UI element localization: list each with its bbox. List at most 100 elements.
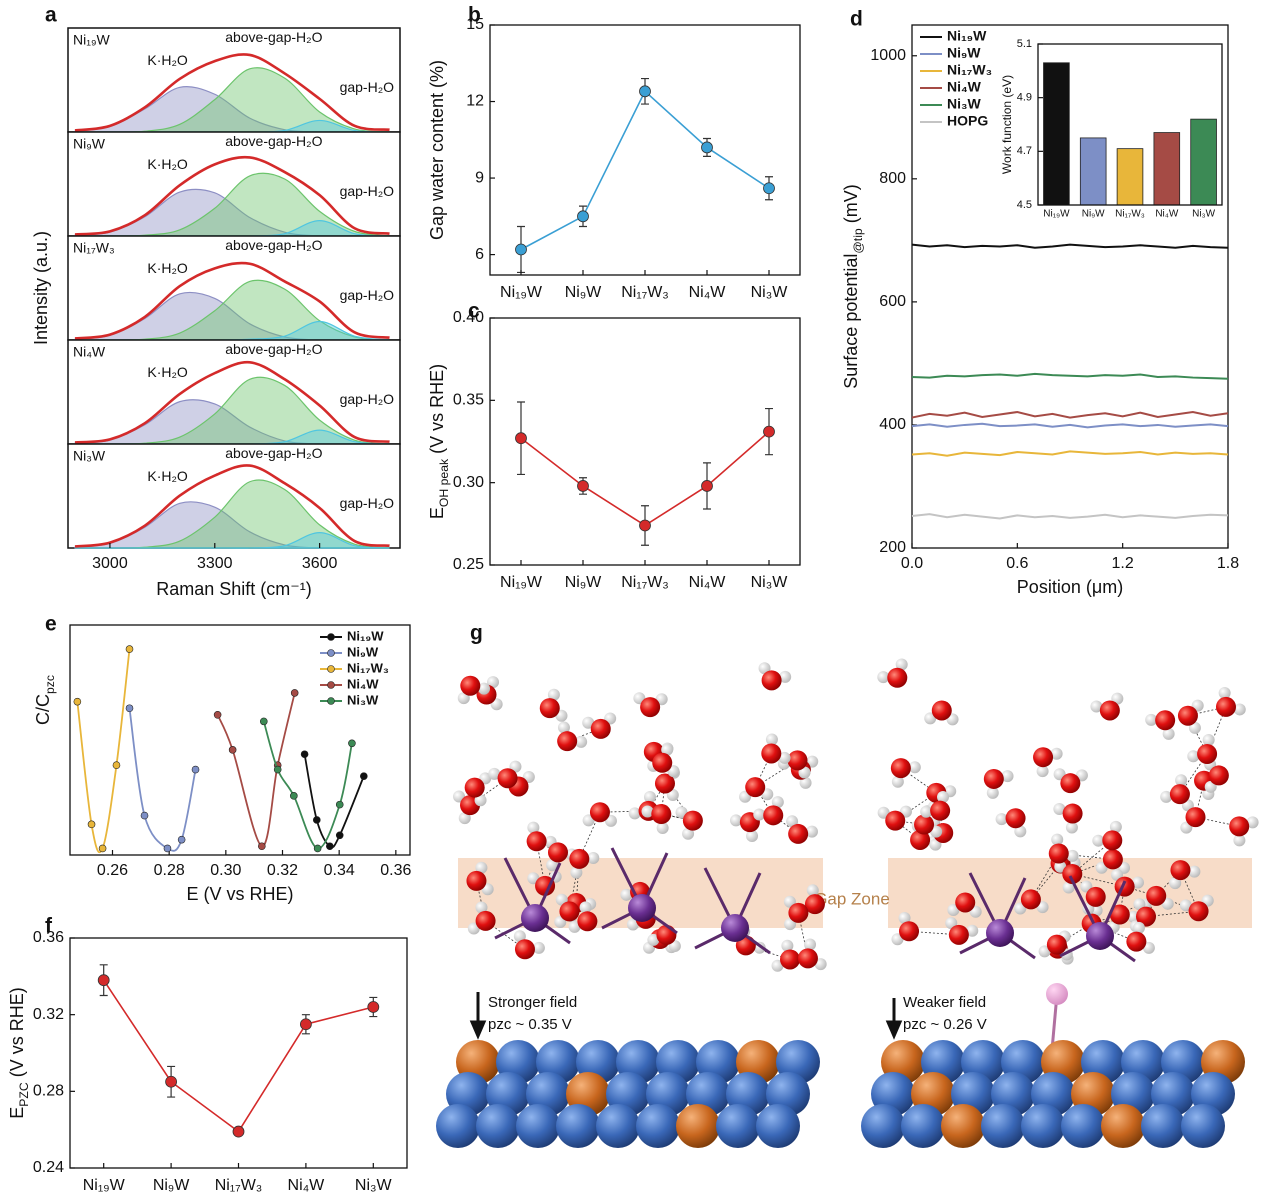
surface-atom bbox=[476, 1104, 520, 1148]
hydrogen-atom bbox=[1233, 703, 1246, 716]
metal-cation bbox=[1086, 922, 1114, 950]
hydrogen-atom bbox=[457, 692, 470, 705]
data-point bbox=[763, 425, 775, 438]
hydrogen-atom bbox=[1179, 899, 1192, 912]
oxygen-atom bbox=[1048, 843, 1069, 864]
surface-atom bbox=[596, 1104, 640, 1148]
surface-atom bbox=[1181, 1104, 1225, 1148]
oxygen-atom bbox=[475, 910, 496, 931]
y-tick-label: 12 bbox=[466, 93, 484, 110]
sample-label: Ni₄W bbox=[73, 344, 106, 360]
hydrogen-atom bbox=[746, 830, 759, 843]
data-point bbox=[163, 844, 172, 853]
axis-label: Gap water content (%) bbox=[427, 60, 447, 240]
bar bbox=[1116, 148, 1144, 206]
oxygen-atom bbox=[535, 875, 556, 896]
field-label: Stronger field bbox=[488, 994, 577, 1011]
data-line bbox=[911, 513, 1229, 520]
hydrogen-atom bbox=[641, 805, 654, 818]
axis-label-part: (V vs RHE) bbox=[7, 987, 27, 1082]
bar bbox=[1153, 132, 1181, 206]
x-tick-label: Ni₉W bbox=[565, 284, 602, 301]
data-point bbox=[348, 739, 356, 748]
oxygen-atom bbox=[1170, 860, 1191, 881]
oxygen-atom bbox=[1188, 901, 1209, 922]
oxygen-atom bbox=[651, 804, 672, 825]
x-tick-label: 3300 bbox=[197, 555, 233, 572]
peak-annotation: gap-H₂O bbox=[340, 79, 395, 95]
peak-annotation: gap-H₂O bbox=[340, 391, 395, 407]
axis-label-subscript: pzc bbox=[43, 675, 57, 694]
axis-label-part: E bbox=[7, 1107, 27, 1119]
x-tick-label: Ni₄W bbox=[288, 1177, 326, 1194]
metal-cation bbox=[628, 894, 656, 922]
hydrogen-atom bbox=[1202, 734, 1215, 747]
y-tick-label: 0.28 bbox=[33, 1083, 64, 1100]
raman-spectrum bbox=[74, 360, 390, 444]
oxygen-atom bbox=[557, 731, 578, 752]
data-line bbox=[216, 692, 296, 848]
oxygen-atom bbox=[899, 921, 920, 942]
x-tick-label: 0.32 bbox=[267, 862, 298, 879]
pzc-label: pzc ~ 0.35 V bbox=[488, 1016, 572, 1033]
oxygen-atom bbox=[497, 768, 518, 789]
hydrogen-atom bbox=[546, 859, 559, 872]
x-tick-label: 0.34 bbox=[324, 862, 355, 879]
diagram-g: g Gap Zone Stronger field pzc ~ 0.35 V W… bbox=[436, 622, 1259, 1148]
surface-atom bbox=[676, 1104, 720, 1148]
field-label: Weaker field bbox=[903, 994, 986, 1011]
data-point bbox=[258, 842, 266, 851]
x-tick-label: Ni₉W bbox=[565, 574, 602, 591]
x-tick-label: Ni₄W bbox=[1155, 209, 1179, 220]
sample-label: Ni₉W bbox=[73, 136, 106, 152]
hydrogen-atom bbox=[587, 851, 600, 864]
surface-atom bbox=[636, 1104, 680, 1148]
x-tick-label: Ni₃W bbox=[1192, 209, 1216, 220]
hydrogen-atom bbox=[527, 821, 540, 834]
hydrogen-atom bbox=[753, 808, 766, 821]
x-tick-label: 0.28 bbox=[154, 862, 185, 879]
fit-peak bbox=[74, 531, 390, 549]
panel-letter: c bbox=[468, 300, 480, 323]
hydrogen-atom bbox=[1145, 713, 1158, 726]
data-point bbox=[290, 792, 298, 800]
hydrogen-atom bbox=[1053, 803, 1066, 816]
surface-atom bbox=[756, 1104, 800, 1148]
hydrogen-atom bbox=[1142, 941, 1155, 954]
oxygen-atom bbox=[547, 842, 568, 863]
bar bbox=[1079, 137, 1107, 206]
legend-marker bbox=[327, 633, 335, 641]
y-tick-label: 4.9 bbox=[1017, 92, 1032, 104]
data-line bbox=[911, 411, 1229, 419]
hydrogen-atom bbox=[1218, 686, 1231, 699]
data-point bbox=[112, 761, 121, 769]
x-tick-label: Ni₁₉W bbox=[500, 284, 543, 301]
hydrogen-atom bbox=[966, 924, 979, 937]
hydrogen-atom bbox=[814, 958, 827, 971]
hydrogen-atom bbox=[570, 866, 583, 879]
legend-label: HOPG bbox=[947, 113, 988, 129]
hydrogen-atom bbox=[647, 933, 660, 946]
legend-label: Ni₁₉W bbox=[947, 28, 987, 44]
legend-label: Ni₁₇W₃ bbox=[347, 660, 389, 675]
x-tick-label: Ni₄W bbox=[689, 284, 727, 301]
axis-label-subscript: PZC bbox=[17, 1082, 31, 1107]
axis-label-part: (mV) bbox=[841, 184, 861, 228]
oxygen-atom bbox=[885, 810, 906, 831]
data-point bbox=[299, 1018, 312, 1031]
legend-label: Ni₁₇W₃ bbox=[947, 62, 992, 78]
oxygen-atom bbox=[910, 829, 931, 850]
oxygen-atom bbox=[1062, 863, 1083, 884]
oxygen-atom bbox=[1155, 710, 1176, 731]
legend-label: Ni₉W bbox=[347, 644, 379, 659]
oxygen-atom bbox=[514, 939, 535, 960]
subplot-frame bbox=[67, 235, 401, 341]
oxygen-atom bbox=[931, 700, 952, 721]
hydrogen-atom bbox=[628, 807, 641, 820]
sample-label: Ni₃W bbox=[73, 448, 106, 464]
hydrogen-atom bbox=[937, 790, 950, 803]
oxygen-atom bbox=[914, 814, 935, 835]
hydrogen-atom bbox=[771, 796, 784, 809]
panel-letter: f bbox=[45, 915, 53, 938]
